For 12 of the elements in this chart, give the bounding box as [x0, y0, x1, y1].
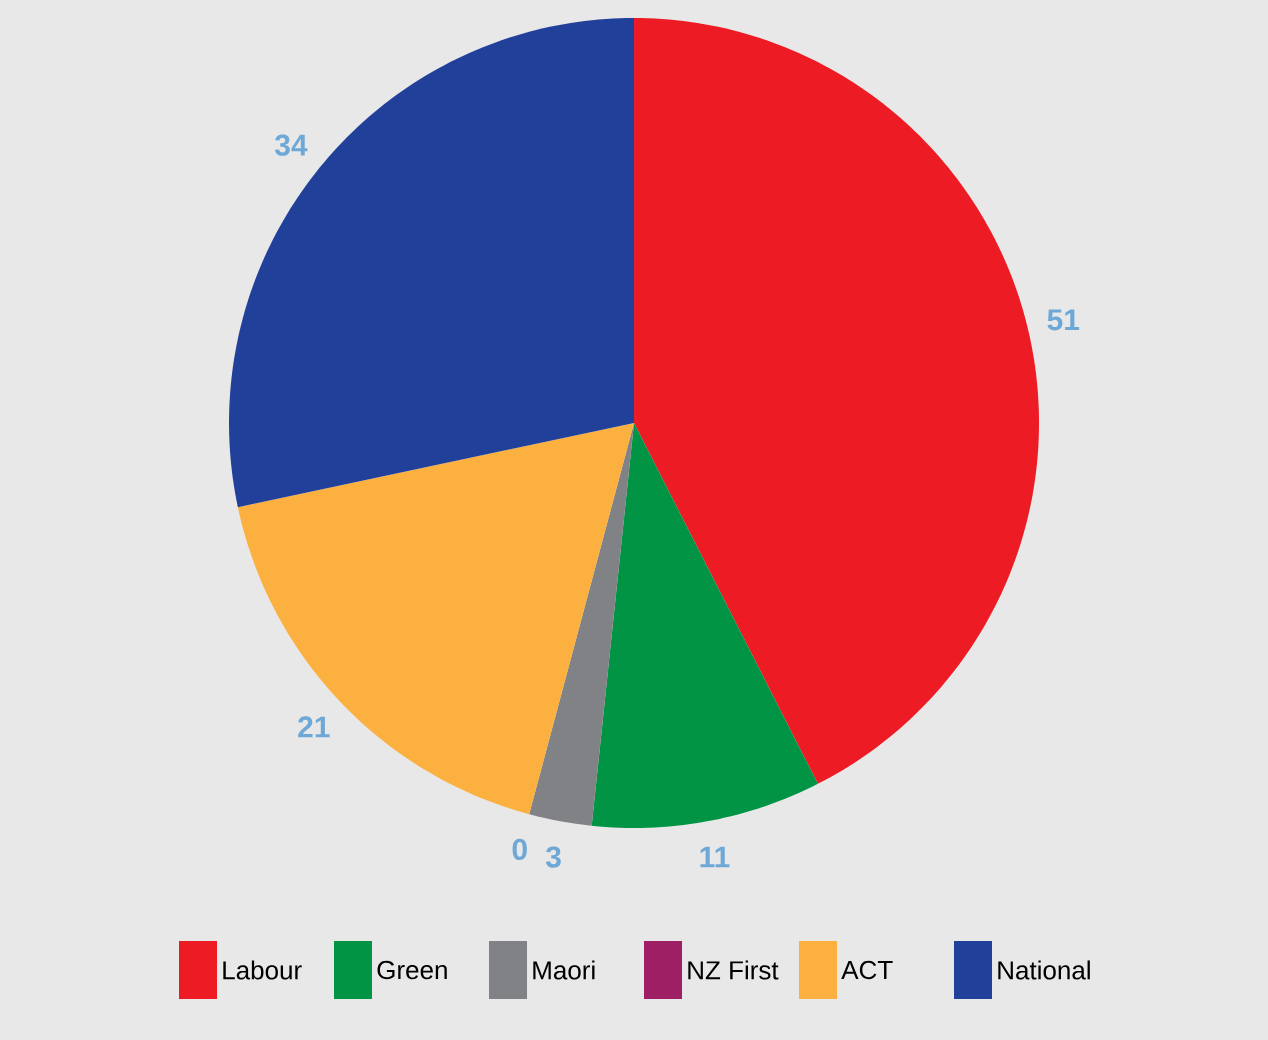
text: 0: [512, 838, 527, 861]
data-label: 11: [700, 846, 730, 868]
legend-label: National: [998, 960, 1090, 980]
data-label: 51: [1047, 309, 1080, 331]
legend-label: NZ First: [688, 960, 779, 980]
data-label: 34: [274, 134, 308, 156]
legend-label: Maori: [533, 960, 595, 980]
legend-label: Labour: [223, 960, 302, 980]
legend-label: ACT: [841, 960, 893, 980]
data-label: 3: [545, 846, 561, 868]
data-label: 21: [298, 716, 330, 738]
legend-label: Green: [377, 960, 447, 980]
